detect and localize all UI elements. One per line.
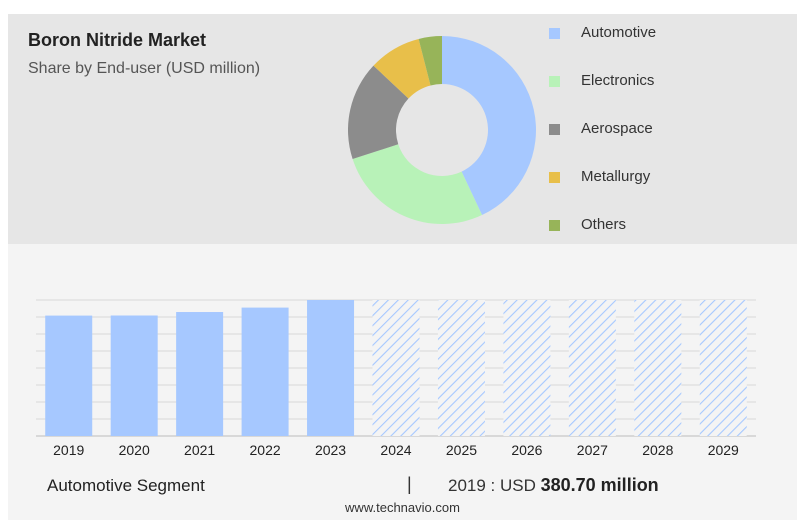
donut-slice-metallurgy [373,38,431,99]
bar-2020 [110,315,158,436]
x-tick-label-2022: 2022 [250,442,281,458]
legend-label: Others [581,216,627,233]
legend-label: Aerospace [581,120,653,137]
donut-slice-electronics [352,144,483,224]
donut-slice-aerospace [348,65,409,160]
forecast-bar-2027 [568,300,616,436]
donut-slice-automotive [442,36,536,216]
forecast-bar-2026 [503,300,551,436]
watermark: www.technavio.com [345,500,460,515]
footer-value: 2019 : USD 380.70 million [448,475,659,496]
legend-item-aerospace: Aerospace [549,118,749,140]
legend-swatch [549,220,560,231]
chart-title: Boron Nitride Market [28,30,207,50]
x-tick-label-2028: 2028 [642,442,673,458]
legend-label: Electronics [581,72,655,89]
forecast-bar-2029 [699,300,747,436]
forecast-bar-2025 [437,300,485,436]
bar-2023 [307,300,355,436]
donut-chart [348,36,536,224]
x-tick-label-2024: 2024 [380,442,411,458]
legend-swatch [549,172,560,183]
legend-swatch [549,28,560,39]
bar-2019 [45,315,93,436]
bottom-panel: 2019 2020 2021 2022 2023 2024 2025 2026 2027 2028… [8,244,797,520]
x-tick-label-2027: 2027 [577,442,608,458]
legend-swatch [549,124,560,135]
legend-item-electronics: Electronics [549,70,749,92]
legend-item-metallurgy: Metallurgy [549,166,749,188]
x-tick-label-2026: 2026 [511,442,542,458]
footer-value-prefix: 2019 : USD [448,476,536,495]
x-tick-label-2019: 2019 [53,442,84,458]
legend-swatch [549,76,560,87]
legend-label: Automotive [581,24,657,41]
bar-2022 [241,307,289,436]
footer-value-amount: 380.70 million [540,475,659,495]
x-tick-label-2023: 2023 [315,442,346,458]
forecast-bar-2024 [372,300,420,436]
footer-segment-label: Automotive Segment [47,476,205,495]
chart-subtitle: Share by End-user (USD million) [28,60,261,77]
bar-chart: 2019 2020 2021 2022 2023 2024 2025 2026 2027 2028… [36,299,756,458]
legend-item-automotive: Automotive [549,22,749,44]
donut-slice-others [418,36,442,86]
legend-label: Metallurgy [581,168,651,185]
x-tick-label-2029: 2029 [708,442,739,458]
legend-item-others: Others [549,214,749,236]
x-tick-label-2021: 2021 [184,442,215,458]
x-tick-label-2020: 2020 [119,442,150,458]
x-tick-label-2025: 2025 [446,442,477,458]
footer-divider: | [407,474,412,494]
forecast-bar-2028 [634,300,682,436]
bar-2021 [176,312,224,436]
